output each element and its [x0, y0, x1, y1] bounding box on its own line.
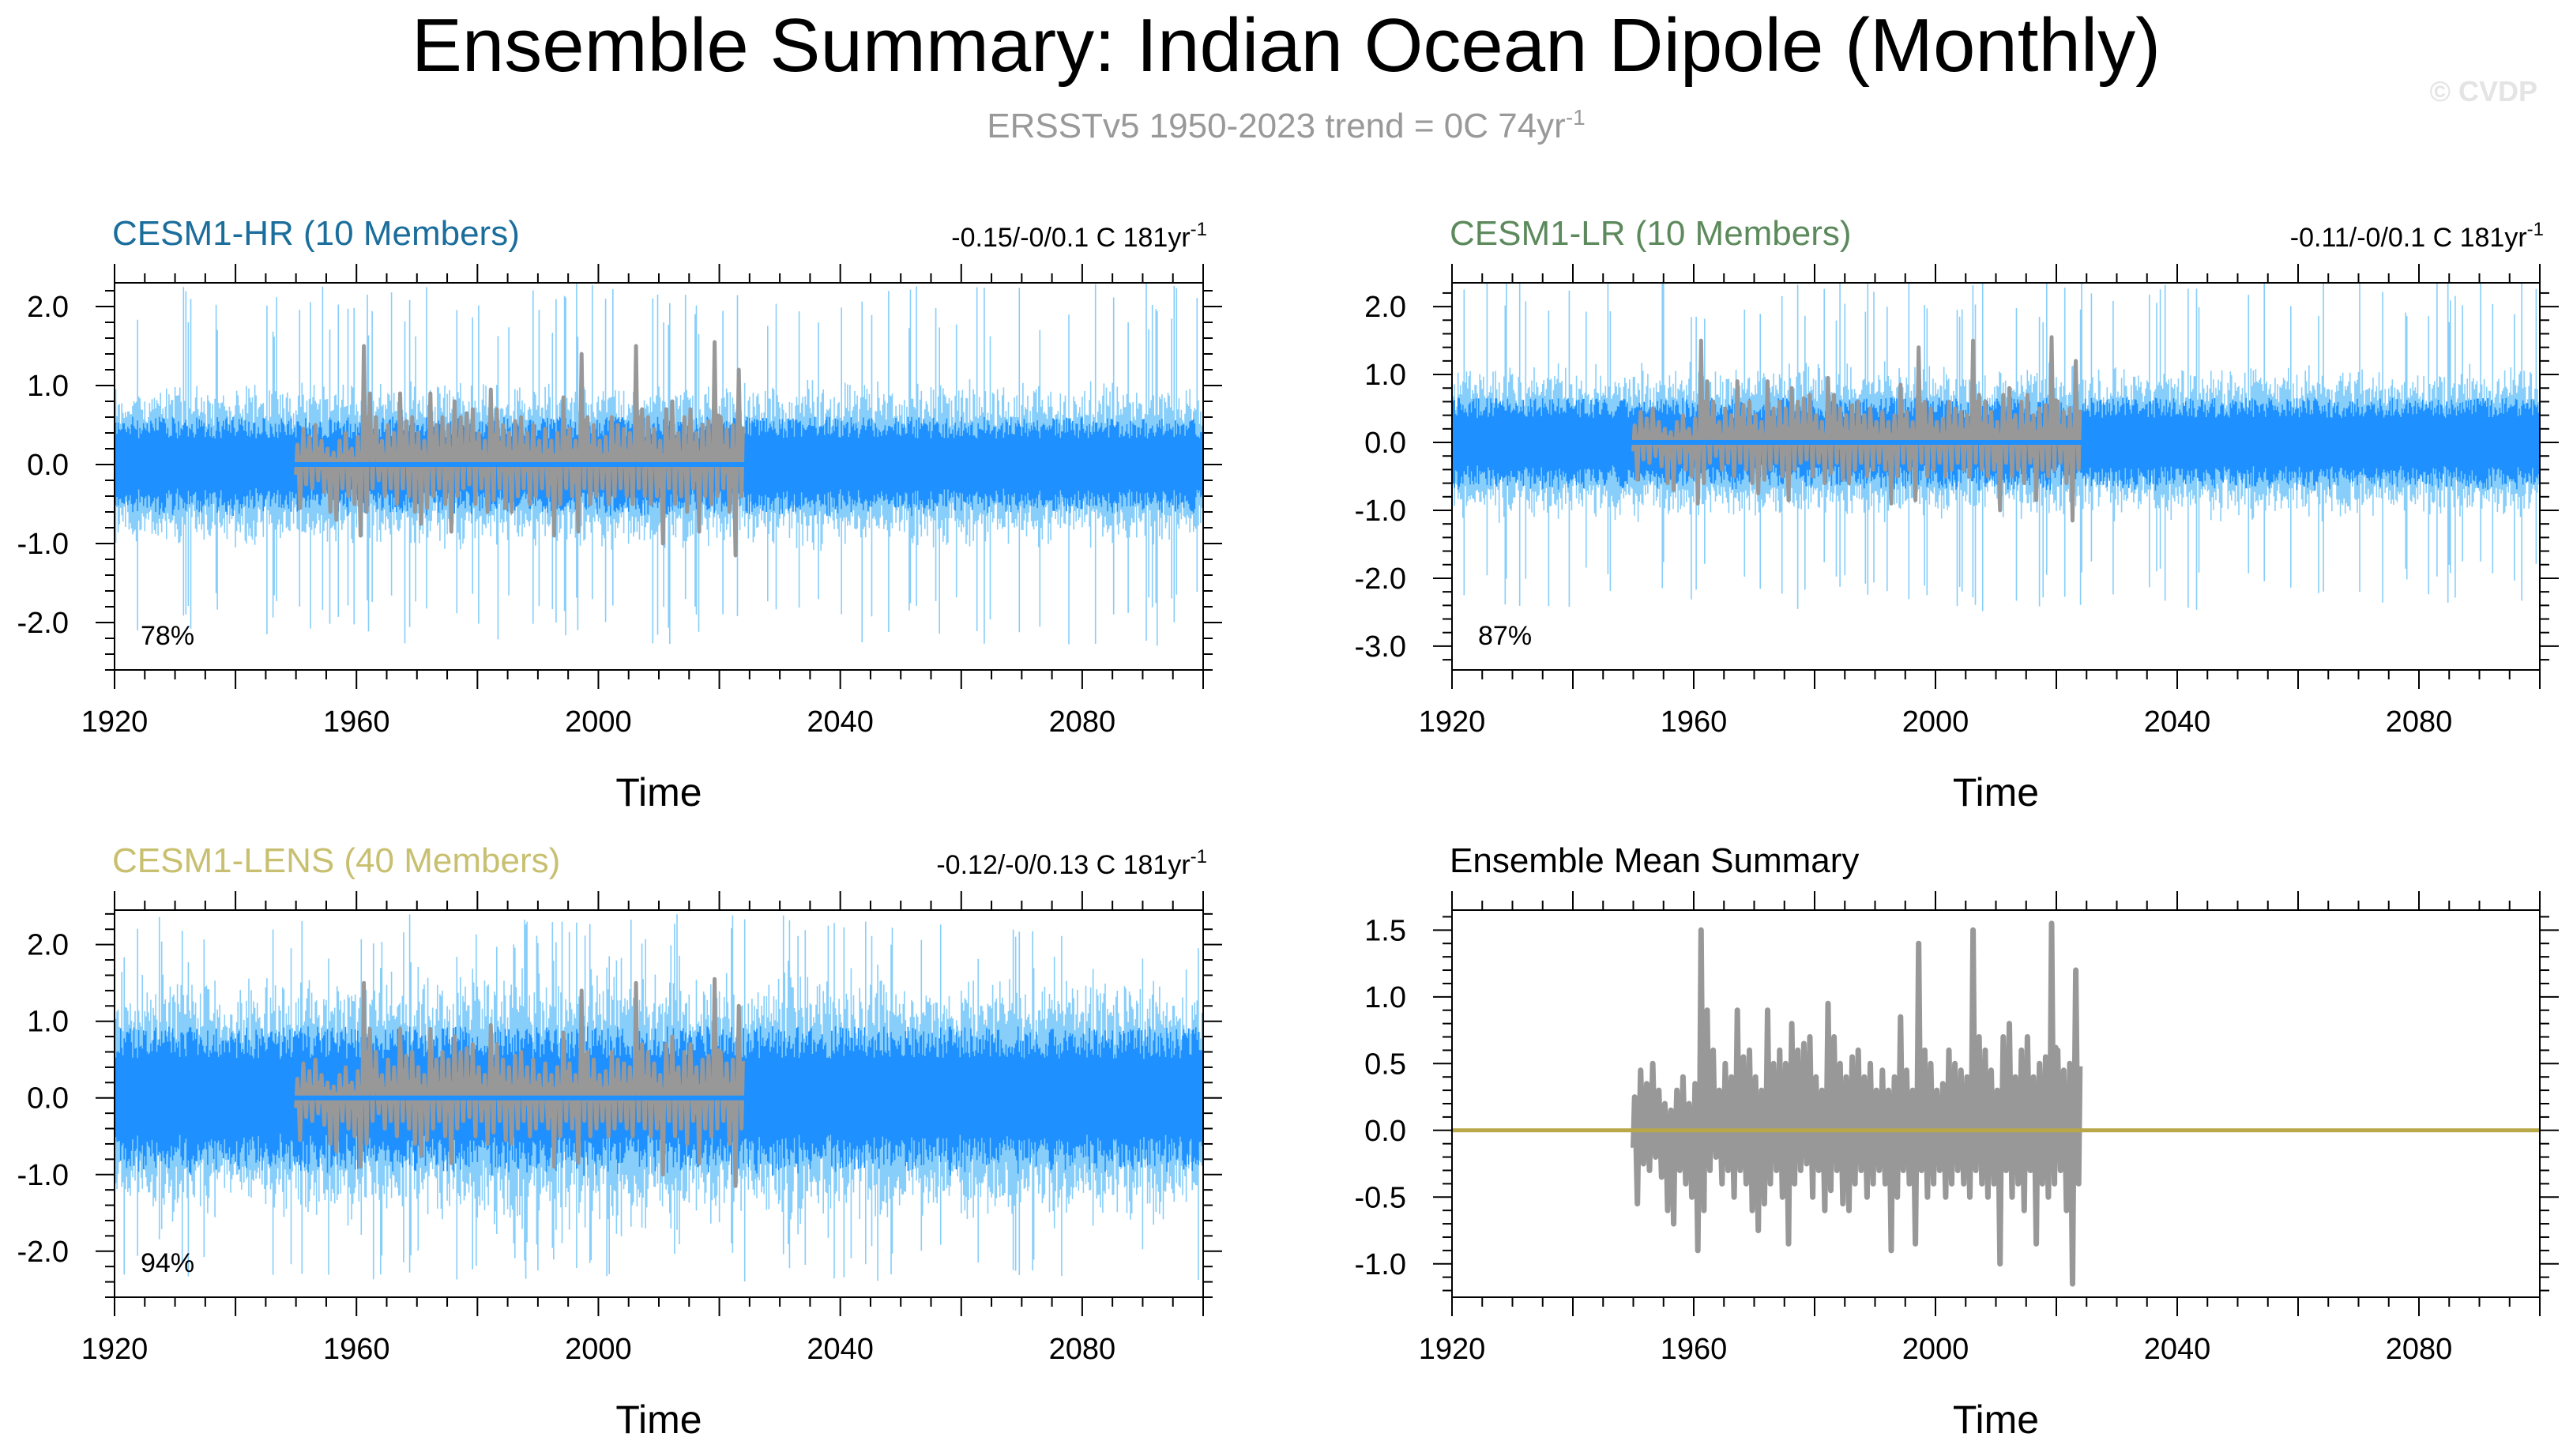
panel-stats: -0.11/-0/0.1 C 181yr-1	[2290, 219, 2544, 253]
x-tick-label: 2080	[1049, 705, 1116, 739]
plot-data	[1452, 283, 2540, 611]
x-axis-label: Time	[615, 1398, 702, 1442]
x-tick-label: 2000	[1902, 1333, 1969, 1366]
x-axis-label: Time	[1953, 1398, 2039, 1442]
x-tick-label: 2080	[1049, 1333, 1116, 1366]
x-tick-label: 1920	[1419, 1333, 1486, 1366]
panel-stats: -0.12/-0/0.13 C 181yr-1	[936, 846, 1207, 880]
y-tick-label: 0.0	[1364, 427, 1406, 460]
x-tick-label: 1960	[1661, 1333, 1728, 1366]
subtitle-text: ERSSTv5 1950-2023 trend = 0C 74yr	[987, 107, 1566, 145]
x-tick-label: 1960	[323, 705, 390, 739]
panel-stats-exponent: -1	[2527, 219, 2544, 240]
plot-data	[115, 283, 1203, 646]
y-tick-label: -1.0	[1355, 1248, 1406, 1281]
y-tick-label: 1.5	[1364, 914, 1406, 947]
y-tick-label: 0.0	[27, 1082, 69, 1116]
panel-title: Ensemble Mean Summary	[1450, 841, 1859, 880]
y-tick-label: 0.0	[27, 449, 69, 482]
panel-title: CESM1-LR (10 Members)	[1450, 214, 1852, 253]
x-tick-label: 1920	[81, 705, 149, 739]
observations-series	[294, 976, 745, 1188]
x-tick-label: 2040	[807, 705, 874, 739]
panel-stats-text: -0.15/-0/0.1 C 181yr	[951, 223, 1190, 253]
y-tick-label: -2.0	[17, 1236, 69, 1269]
figure-subtitle: ERSSTv5 1950-2023 trend = 0C 74yr-1	[987, 105, 1585, 145]
y-tick-label: 1.0	[27, 370, 69, 403]
observations-series	[294, 340, 745, 558]
observations-series	[1631, 920, 2083, 1287]
panel-percentage: 78%	[141, 621, 194, 651]
panel-percentage: 94%	[141, 1248, 194, 1278]
x-tick-label: 2080	[2386, 1333, 2453, 1366]
y-tick-label: 1.0	[1364, 359, 1406, 392]
x-tick-label: 1960	[323, 1333, 390, 1366]
panel-cesm1-hr: CESM1-HR (10 Members) -0.15/-0/0.1 C 181y…	[17, 214, 1222, 815]
panel-title: CESM1-HR (10 Members)	[112, 214, 520, 253]
x-tick-label: 2000	[565, 705, 632, 739]
panel-percentage: 87%	[1478, 621, 1532, 651]
y-tick-label: -0.5	[1355, 1181, 1406, 1214]
y-tick-label: 1.0	[1364, 981, 1406, 1014]
panel-stats-text: -0.12/-0/0.13 C 181yr	[936, 850, 1190, 880]
panel-stats-exponent: -1	[1191, 219, 1207, 240]
y-tick-label: 1.0	[27, 1006, 69, 1039]
y-tick-label: -1.0	[17, 528, 69, 561]
x-axis-label: Time	[615, 770, 702, 815]
watermark: © CVDP	[2429, 75, 2537, 107]
subtitle-exponent: -1	[1566, 105, 1586, 130]
y-tick-label: 2.0	[1364, 291, 1406, 324]
x-tick-label: 1920	[1419, 705, 1486, 739]
y-tick-label: 2.0	[27, 929, 69, 962]
y-tick-label: -1.0	[17, 1159, 69, 1192]
x-tick-label: 1960	[1661, 705, 1728, 739]
y-tick-label: -2.0	[17, 607, 69, 640]
y-tick-label: -3.0	[1355, 630, 1406, 664]
panel-title: CESM1-LENS (40 Members)	[112, 841, 560, 880]
panel-cesm1-lens: CESM1-LENS (40 Members) -0.12/-0/0.13 C 1…	[17, 841, 1222, 1442]
plot-data	[1452, 920, 2540, 1287]
panel-cesm1-lr: CESM1-LR (10 Members) -0.11/-0/0.1 C 181y…	[1355, 214, 2559, 815]
plot-data	[115, 914, 1203, 1282]
y-tick-label: 2.0	[27, 291, 69, 324]
x-tick-label: 2040	[2144, 1333, 2211, 1366]
y-tick-label: -1.0	[1355, 495, 1406, 528]
panels-group: CESM1-HR (10 Members) -0.15/-0/0.1 C 181y…	[17, 214, 2559, 1442]
panel-stats: -0.15/-0/0.1 C 181yr-1	[951, 219, 1207, 253]
figure-title: Ensemble Summary: Indian Ocean Dipole (M…	[412, 3, 2161, 88]
x-tick-label: 2000	[565, 1333, 632, 1366]
y-tick-label: 0.5	[1364, 1048, 1406, 1081]
x-tick-label: 2040	[807, 1333, 874, 1366]
x-tick-label: 1920	[81, 1333, 149, 1366]
panel-stats-exponent: -1	[1191, 846, 1207, 867]
x-tick-label: 2040	[2144, 705, 2211, 739]
y-tick-label: 0.0	[1364, 1115, 1406, 1148]
x-tick-label: 2000	[1902, 705, 1969, 739]
panel-ensemble-mean-summary: Ensemble Mean Summary 1920 1960 2000 2040 208…	[1355, 841, 2559, 1442]
y-tick-label: -2.0	[1355, 562, 1406, 596]
x-axis-label: Time	[1953, 770, 2039, 815]
x-tick-label: 2080	[2386, 705, 2453, 739]
panel-stats-text: -0.11/-0/0.1 C 181yr	[2290, 223, 2527, 253]
observations-series	[1631, 335, 2082, 523]
